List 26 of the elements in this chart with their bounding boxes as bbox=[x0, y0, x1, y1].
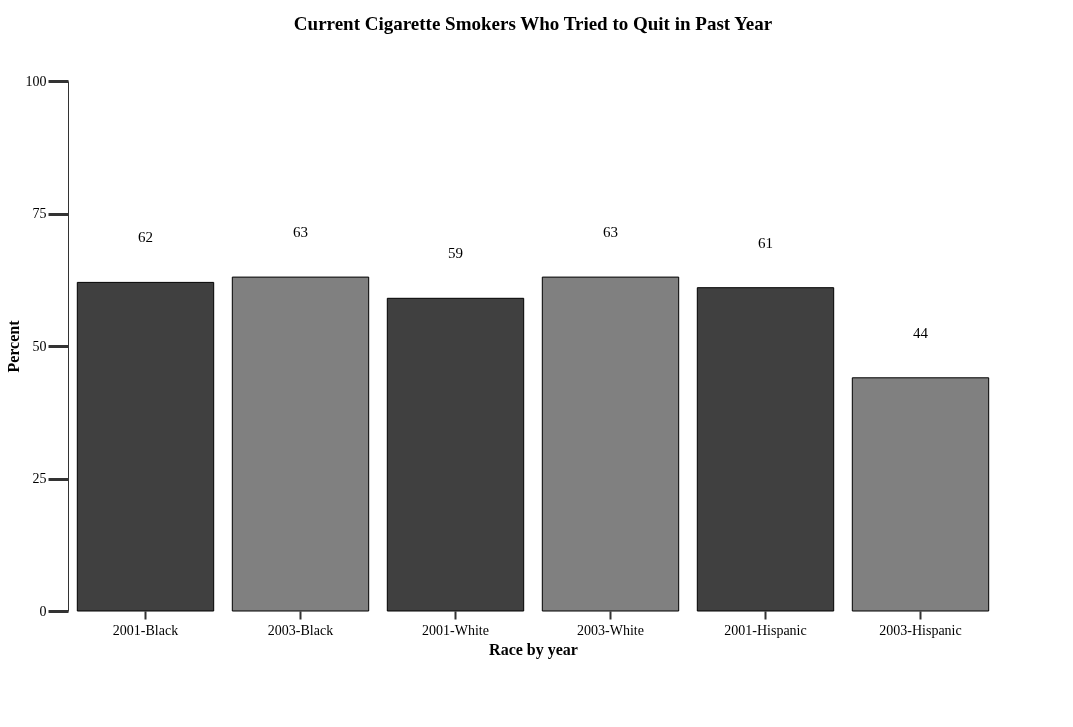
y-axis-title: Percent bbox=[4, 319, 22, 373]
bar bbox=[386, 297, 525, 612]
x-tick-label: 2003-Black bbox=[267, 622, 334, 638]
x-tick-label: 2003-White bbox=[577, 622, 644, 638]
data-label: 61 bbox=[758, 234, 773, 251]
bar bbox=[696, 287, 835, 612]
x-tick-label: 2001-Hispanic bbox=[724, 622, 807, 638]
bar bbox=[231, 276, 370, 612]
bar bbox=[541, 276, 680, 612]
x-tick-label: 2001-Black bbox=[112, 622, 179, 638]
y-tick-label: 100 bbox=[25, 73, 47, 89]
x-axis-title: Race by year bbox=[489, 640, 578, 659]
y-tick-label: 50 bbox=[32, 338, 47, 354]
data-label: 62 bbox=[138, 229, 153, 246]
data-label: 63 bbox=[293, 224, 308, 241]
x-tick-label: 2003-Hispanic bbox=[879, 622, 962, 638]
y-tick-label: 0 bbox=[39, 603, 47, 619]
chart-title: Current Cigarette Smokers Who Tried to Quit in Past Year bbox=[293, 13, 773, 34]
bar bbox=[76, 281, 215, 612]
bar bbox=[851, 377, 990, 612]
data-label: 63 bbox=[603, 224, 618, 241]
data-label: 59 bbox=[448, 245, 463, 262]
x-tick-label: 2001-White bbox=[422, 622, 489, 638]
y-tick-label: 75 bbox=[32, 206, 47, 221]
data-label: 44 bbox=[913, 324, 929, 341]
y-tick-label: 25 bbox=[32, 471, 47, 486]
